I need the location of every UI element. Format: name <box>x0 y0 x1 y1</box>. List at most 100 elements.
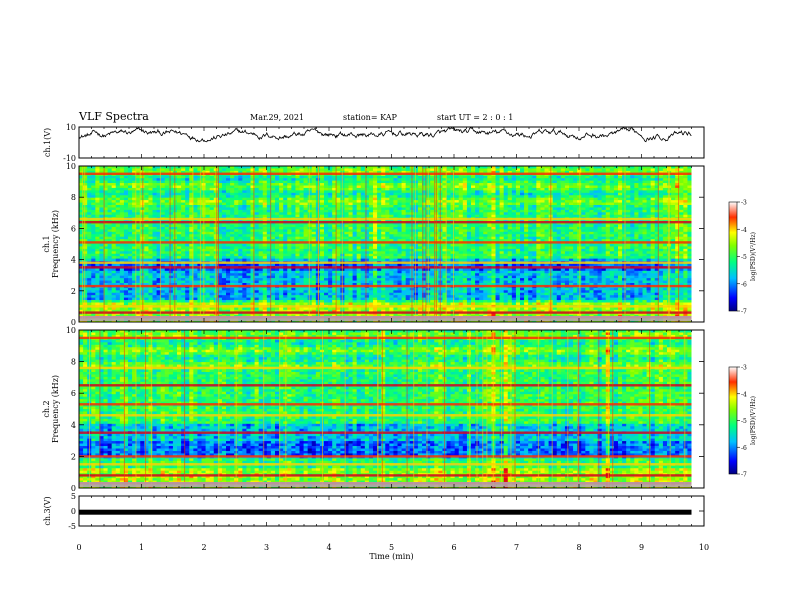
ch1-spectrogram-cell <box>622 175 627 179</box>
ch1-spectrogram-cell <box>164 170 170 174</box>
ch1-spectrogram-cell <box>556 187 562 191</box>
ch1-spectrogram-cell <box>217 187 223 191</box>
ch1-spectrogram-cell <box>168 222 174 225</box>
ch1-spectrogram-cell <box>307 239 313 242</box>
ch1-spectrogram-cell <box>613 192 619 196</box>
ch1-spectrogram-cell <box>123 244 129 247</box>
ch1-spectrogram-cell <box>324 175 329 179</box>
ch1-spectrogram-cell <box>613 209 619 213</box>
ch1-spectrogram-cell <box>528 197 533 201</box>
ch1-spectrogram-cell <box>524 212 529 216</box>
ch1-spectrogram-cell <box>626 234 631 238</box>
ch1-spectrogram-cell <box>368 180 374 184</box>
ch1-spectrogram-cell <box>242 205 247 208</box>
ch1-spectrogram-cell <box>324 187 329 191</box>
ch1-spectrogram-cell <box>454 222 460 225</box>
ch1-spectrogram-cell <box>189 229 194 233</box>
ch1-spectrogram-cell <box>185 226 190 230</box>
ch1-spectrogram-cell <box>238 183 243 186</box>
ch1-spectrogram-cell <box>332 229 337 233</box>
ch1-spectrogram-cell <box>348 226 353 230</box>
ch1-spectrogram-cell <box>336 209 341 213</box>
ch1-spectrogram-cell <box>560 187 566 191</box>
ch1-spectrogram-cell <box>242 224 247 228</box>
ch1-spectrogram-cell <box>299 195 304 199</box>
ch1-spectrogram-cell <box>226 195 231 199</box>
ch1-spectrogram-cell <box>83 239 88 242</box>
ch1-spectrogram-cell <box>458 234 464 238</box>
ch1-spectrogram-cell <box>397 180 402 184</box>
ch1-spectrogram-cell <box>630 190 635 194</box>
ch1-spectrogram-cell <box>487 190 492 194</box>
ch1-spectrogram-cell <box>148 168 153 172</box>
ch1-spectrogram-cell <box>491 178 496 182</box>
ch1-spectrogram-cell <box>156 195 162 199</box>
ch1-spectrogram-cell <box>91 178 96 182</box>
ch1-spectrogram-cell <box>209 239 215 242</box>
ch1-spectrogram-cell <box>479 175 484 179</box>
ch1-spectrogram-cell <box>385 239 390 242</box>
ch1-spectrogram-cell <box>328 212 333 216</box>
date-label: Mar.29, 2021 <box>250 113 305 122</box>
ch1-spectrogram-cell <box>601 175 607 179</box>
ch1-spectrogram-cell <box>234 187 239 191</box>
ch1-spectrogram-cell <box>471 212 476 216</box>
ch1-spectrogram-cell <box>332 212 337 216</box>
ch1-spectrogram-cell <box>319 180 325 184</box>
ch1-spectrogram-cell <box>83 187 88 191</box>
ch1-spectrogram-cell <box>332 231 337 235</box>
ch1-spectrogram-cell <box>585 202 590 206</box>
ch1-spectrogram-cell <box>483 185 488 189</box>
ch1-spectrogram-cell <box>675 209 680 213</box>
ch1-spectrogram-cell <box>279 187 284 191</box>
ch1-spectrogram-cell <box>364 209 370 213</box>
ch1-spectrogram-cell <box>242 185 247 189</box>
ch1-spectrogram-cell <box>511 244 517 247</box>
ch1-spectrogram-cell <box>91 185 96 189</box>
ch1-spectrogram-cell <box>503 202 509 206</box>
ch1-spectrogram-cell <box>262 166 268 169</box>
ch1-spectrogram-cell <box>234 166 239 169</box>
ch1-spectrogram-cell <box>479 231 484 235</box>
ch1-spectrogram-cell <box>119 244 125 247</box>
ch1-spectrogram-cell <box>234 222 239 225</box>
ch1-spectrogram-cell <box>185 192 190 196</box>
ch1-spectrogram-cell <box>654 168 660 172</box>
ch1-spectrogram-cell <box>520 175 525 179</box>
ch1-spectrogram-cell <box>156 185 162 189</box>
ch1-spectrogram-cell <box>466 180 472 184</box>
ch1-spectrogram-cell <box>164 175 170 179</box>
ch1-spectrogram-cell <box>556 224 562 228</box>
ch1-spectrogram-cell <box>324 236 329 240</box>
ch1-spectrogram-cell <box>156 229 162 233</box>
ch1-spectrogram-cell <box>299 200 304 203</box>
ch1-spectrogram-cell <box>168 180 174 184</box>
ch1-spectrogram-cell <box>103 229 108 233</box>
ch1-spectrogram-cell <box>148 207 153 211</box>
ch1-spectrogram-cell <box>593 187 598 191</box>
ch1-spectrogram-cell <box>324 197 329 201</box>
ch1-spectrogram-cell <box>495 185 500 189</box>
ch1-spectrogram-cell <box>279 183 284 186</box>
ch1-spectrogram-cell <box>348 185 353 189</box>
ch1-spectrogram-cell <box>348 168 353 172</box>
ch1-spectrogram-cell <box>573 183 578 186</box>
ch1-spectrogram-cell <box>683 205 688 208</box>
ch1-spectrogram-cell <box>495 183 500 186</box>
ch1-spectrogram-cell <box>601 236 607 240</box>
ch1-spectrogram-cell <box>532 222 537 225</box>
ch1-spectrogram-cell <box>422 180 427 184</box>
ch1-spectrogram-cell <box>95 226 100 230</box>
ch1-spectrogram-cell <box>475 178 480 182</box>
ch1-spectrogram-cell <box>324 178 329 182</box>
ch1-spectrogram-cell <box>311 200 317 203</box>
ch1-spectrogram-cell <box>221 178 227 182</box>
ch1-spectrogram-cell <box>242 207 247 211</box>
ch1-spectrogram-cell <box>556 200 562 203</box>
ch1-spectrogram-cell <box>328 244 333 247</box>
ch1-spectrogram-cell <box>279 222 284 225</box>
ch1-spectrogram-cell <box>311 222 317 225</box>
ch1-spectrogram-cell <box>475 170 480 174</box>
ch1-spectrogram-cell <box>626 212 631 216</box>
ch1-spectrogram-cell <box>450 200 456 203</box>
